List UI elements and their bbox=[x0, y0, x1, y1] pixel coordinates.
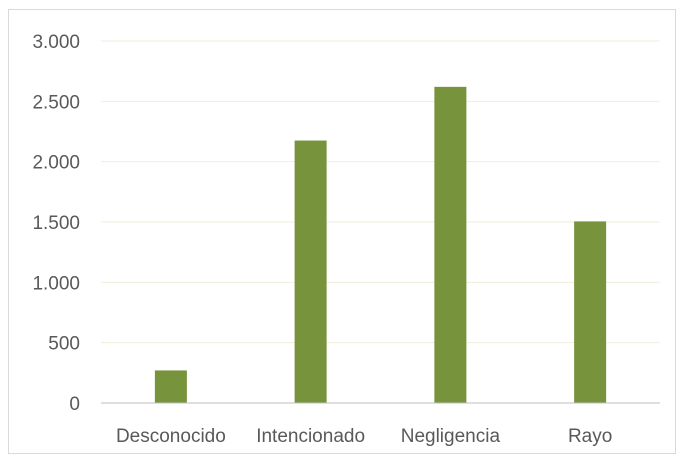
x-tick-label: Negligencia bbox=[401, 426, 501, 447]
y-tick-label: 1.000 bbox=[32, 273, 80, 294]
x-tick-label: Desconocido bbox=[116, 426, 226, 447]
bar-intencionado bbox=[294, 140, 327, 404]
gridlines bbox=[101, 40, 660, 344]
tick-labels: 0 500 1.000 1.500 2.000 2.500 3.000 Desconocido… bbox=[32, 32, 612, 447]
bars bbox=[154, 86, 607, 404]
y-tick-label: 0 bbox=[69, 394, 80, 415]
y-tick-label: 2.000 bbox=[32, 153, 80, 174]
y-tick-label: 3.000 bbox=[32, 32, 80, 53]
y-tick-label: 1.500 bbox=[32, 213, 80, 234]
bar-negligencia bbox=[434, 86, 467, 403]
bar-desconocido bbox=[154, 370, 187, 403]
chart-frame bbox=[8, 9, 676, 454]
x-tick-label: Intencionado bbox=[256, 426, 365, 447]
y-tick-label: 2.500 bbox=[32, 92, 80, 113]
bar-rayo bbox=[574, 221, 607, 403]
x-tick-label: Rayo bbox=[568, 426, 612, 447]
y-tick-label: 500 bbox=[48, 334, 80, 355]
